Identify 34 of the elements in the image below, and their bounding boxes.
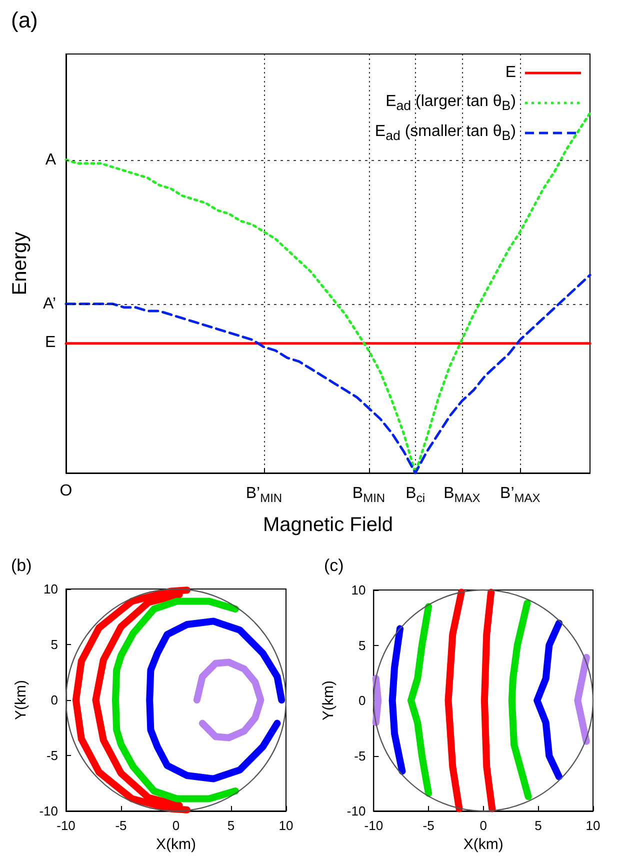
x-tick-label: -5 (422, 818, 434, 833)
y-tick-label: -5 (354, 748, 366, 764)
chart-title: (b) (11, 556, 32, 575)
legend-label: E$_{ad}$ (larger tan θ$_{B}$) (386, 92, 516, 114)
x-axis-title: Magnetic Field (262, 514, 394, 536)
y-tick-label: 10 (351, 582, 366, 598)
x-tick-label: O (60, 482, 72, 500)
chart-title: (c) (324, 556, 344, 575)
chart-title: (a) (11, 8, 38, 32)
legend-label: E (505, 64, 516, 82)
legend-label: E$_{ad}$ (smaller tan θ$_{B}$) (374, 122, 516, 144)
x-tick-label: 5 (227, 818, 235, 833)
x-axis-title: X(km) (156, 836, 196, 853)
y-tick-label: 5 (50, 637, 58, 652)
x-tick-label: -5 (115, 818, 127, 833)
x-axis-title: X(km) (463, 836, 504, 853)
y-tick-label: -10 (346, 804, 366, 818)
y-tick-label: -5 (46, 748, 58, 763)
y-axis-title: Y(km) (320, 680, 337, 720)
y-axis-title: Y(km) (12, 680, 30, 720)
x-tick-label: 10 (278, 818, 294, 833)
y-tick-label: 10 (44, 582, 58, 596)
ref-line-label: A’ (42, 295, 56, 312)
y-tick-label: -10 (39, 804, 58, 818)
x-tick-label: 10 (586, 818, 600, 833)
y-axis-title: Energy (9, 232, 31, 296)
x-tick-label: 0 (480, 818, 487, 833)
x-tick-label: 0 (172, 818, 180, 833)
y-tick-label: 5 (358, 638, 366, 653)
annotation: E (45, 334, 56, 352)
ref-line-label: A (45, 151, 56, 168)
y-tick-label: 0 (50, 692, 58, 708)
x-tick-label: 5 (534, 818, 542, 833)
y-tick-label: 0 (358, 693, 366, 708)
